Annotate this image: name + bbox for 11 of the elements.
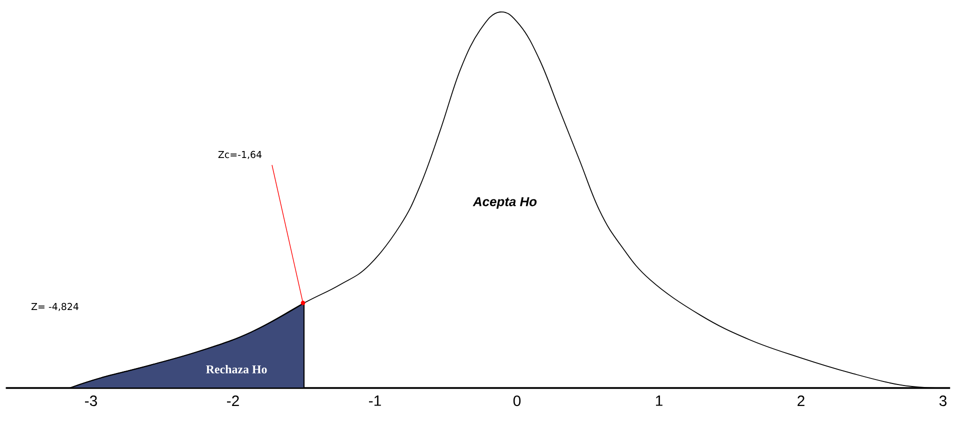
x-tick-label: -2 [227,396,239,406]
x-tick-label: 3 [939,396,947,406]
annotation: Acepta Ho [472,197,537,209]
x-tick-label: -1 [369,396,381,406]
annotation: Z= -4,824 [31,302,78,312]
series-label: Rechaza Ho [206,364,267,374]
annotation: Zc=-1,64 [218,150,262,160]
x-tick-label: -3 [85,396,97,406]
x-tick-label: 2 [798,396,804,406]
x-tick-label: 0 [513,396,521,406]
x-tick-label: 1 [656,396,662,406]
